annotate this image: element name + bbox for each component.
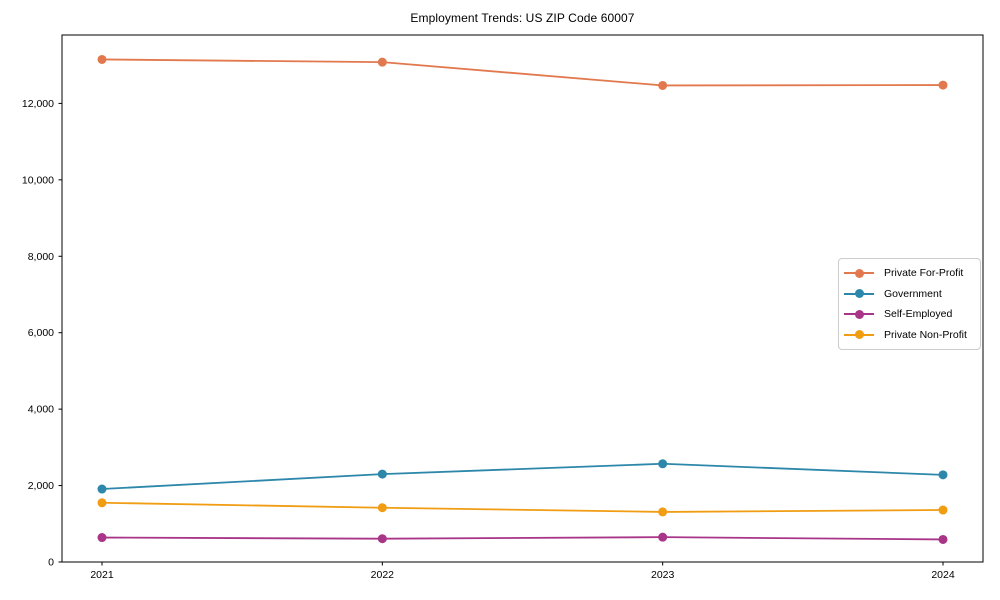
legend-label: Self-Employed <box>884 308 953 321</box>
x-tick-label: 2024 <box>931 569 955 581</box>
data-point <box>377 534 387 544</box>
legend: Private For-Profit Government Self-Employe… <box>838 258 981 350</box>
legend-marker-icon <box>844 268 874 278</box>
x-tick-label: 2023 <box>651 569 675 581</box>
data-point <box>938 534 948 544</box>
data-point <box>377 503 387 513</box>
legend-item-government: Government <box>844 284 974 305</box>
plot-border <box>61 34 984 563</box>
data-point <box>658 532 668 542</box>
data-point <box>658 80 668 90</box>
chart-title: Employment Trends: US ZIP Code 60007 <box>410 11 635 25</box>
y-tick-label: 12,000 <box>22 98 54 110</box>
series-line-private-non-profit <box>101 501 944 513</box>
legend-marker-icon <box>844 289 874 299</box>
x-tick-label: 2021 <box>90 569 114 581</box>
legend-label: Government <box>884 287 942 300</box>
legend-marker-icon <box>844 330 874 340</box>
data-point <box>97 498 107 508</box>
legend-item-self-employed: Self-Employed <box>844 304 974 325</box>
legend-item-private-non-profit: Private Non-Profit <box>844 325 974 346</box>
series-line-self-employed <box>101 536 944 541</box>
data-point <box>938 505 948 515</box>
data-point <box>97 484 107 494</box>
data-point <box>377 57 387 67</box>
legend-label: Private Non-Profit <box>884 328 967 341</box>
legend-label: Private For-Profit <box>884 267 964 280</box>
y-tick-label: 2,000 <box>28 480 54 492</box>
data-point <box>97 533 107 543</box>
series-line-government <box>101 462 944 490</box>
data-point <box>658 459 668 469</box>
y-tick-label: 4,000 <box>28 404 54 416</box>
data-point <box>658 507 668 517</box>
x-tick-label: 2022 <box>371 569 395 581</box>
data-point <box>377 469 387 479</box>
legend-marker-icon <box>844 309 874 319</box>
y-tick-label: 0 <box>48 557 54 569</box>
y-tick-label: 6,000 <box>28 327 54 339</box>
series-line-private-for-profit <box>101 58 944 87</box>
legend-item-private-for-profit: Private For-Profit <box>844 263 974 284</box>
y-tick-label: 8,000 <box>28 251 54 263</box>
data-point <box>97 54 107 64</box>
data-point <box>938 470 948 480</box>
y-tick-label: 10,000 <box>22 174 54 186</box>
data-point <box>938 80 948 90</box>
